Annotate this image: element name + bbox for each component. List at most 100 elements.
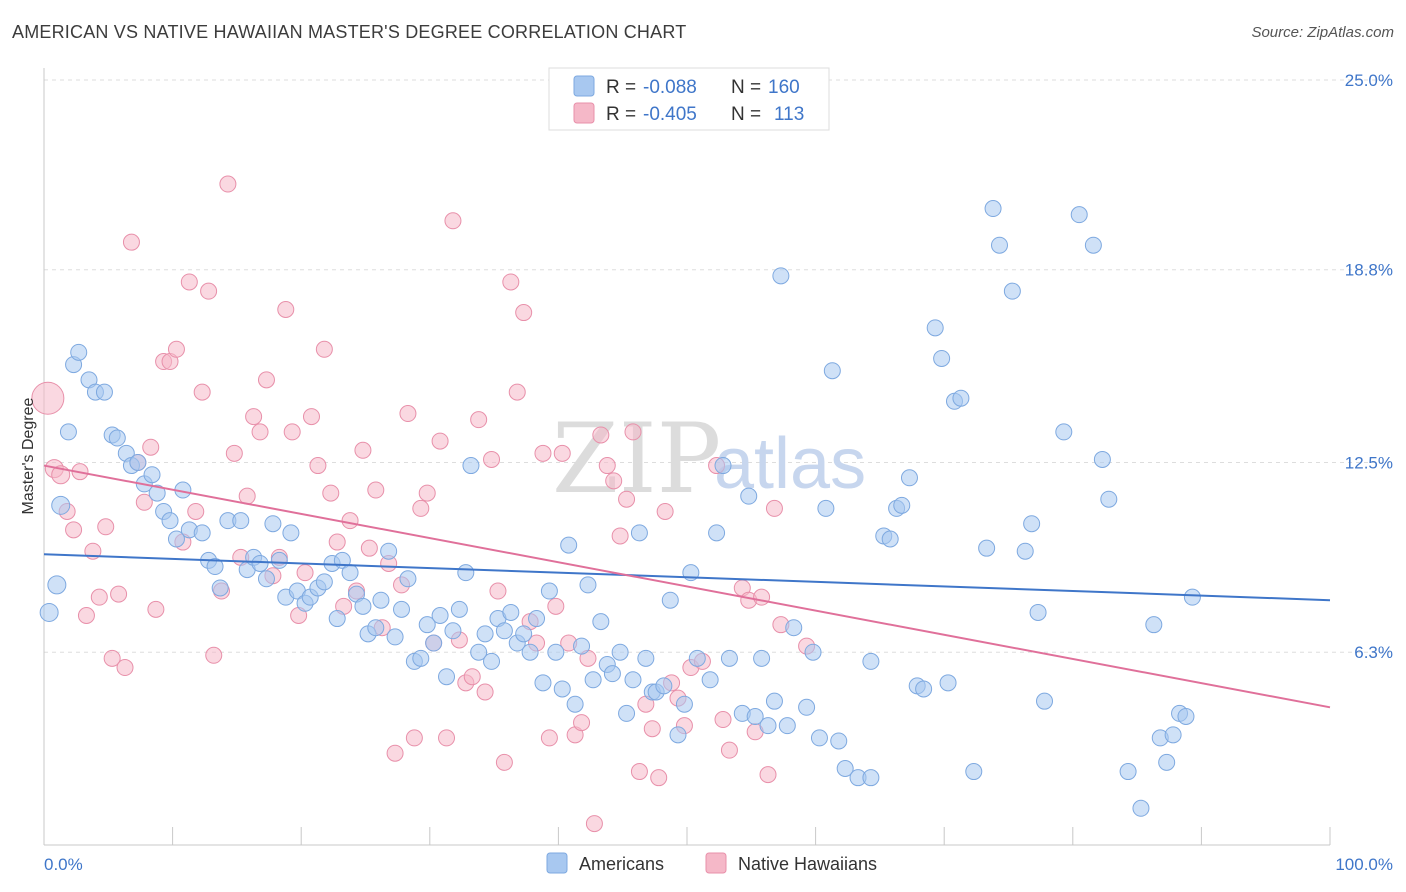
bottom-legend: Americans Native Hawaiians <box>546 852 877 874</box>
point-americans-106 <box>753 649 771 667</box>
point-hawaiians-70 <box>489 582 507 600</box>
y-tick-label-0: 6.3% <box>1354 643 1393 662</box>
axes <box>43 68 1331 846</box>
point-americans-110 <box>778 717 796 735</box>
x-tick-label-1: 100.0% <box>1335 855 1393 874</box>
bottom-legend-swatch-americans <box>546 852 568 874</box>
point-americans-57 <box>425 634 443 652</box>
point-americans-3 <box>59 423 77 441</box>
point-hawaiians-87 <box>598 457 616 475</box>
point-americans-52 <box>393 600 411 618</box>
point-hawaiians-72 <box>502 273 520 291</box>
point-hawaiians-77 <box>534 444 552 462</box>
point-hawaiians-56 <box>399 405 417 423</box>
point-americans-95 <box>669 726 687 744</box>
legend-n-value-1: 160 <box>768 77 800 98</box>
legend-r-value-1: -0.088 <box>643 77 697 98</box>
point-americans-133 <box>952 389 970 407</box>
point-hawaiians-90 <box>618 490 636 508</box>
point-americans-61 <box>450 600 468 618</box>
point-americans-83 <box>592 613 610 631</box>
point-hawaiians-68 <box>476 683 494 701</box>
point-americans-100 <box>708 524 726 542</box>
point-americans-16 <box>148 484 166 502</box>
point-americans-89 <box>630 524 648 542</box>
point-americans-72 <box>521 643 539 661</box>
point-hawaiians-29 <box>225 444 243 462</box>
point-hawaiians-51 <box>367 481 385 499</box>
point-hawaiians-104 <box>720 741 738 759</box>
point-americans-10 <box>108 429 126 447</box>
point-hawaiians-42 <box>309 457 327 475</box>
point-americans-147 <box>1100 490 1118 508</box>
point-hawaiians-23 <box>187 502 205 520</box>
watermark-atlas: atlas <box>714 424 866 504</box>
point-americans-150 <box>1145 616 1163 634</box>
point-americans-32 <box>264 515 282 533</box>
point-americans-115 <box>817 499 835 517</box>
bottom-legend-label-americans: Americans <box>579 854 664 874</box>
point-hawaiians-28 <box>219 175 237 193</box>
point-americans-129 <box>926 319 944 337</box>
point-hawaiians-13 <box>122 233 140 251</box>
point-americans-114 <box>810 729 828 747</box>
point-americans-77 <box>553 680 571 698</box>
x-tick-label-0: 0.0% <box>44 855 83 874</box>
point-americans-90 <box>637 649 655 667</box>
bottom-legend-swatch-hawaiians <box>705 852 727 874</box>
point-hawaiians-94 <box>643 720 661 738</box>
point-americans-109 <box>772 267 790 285</box>
point-hawaiians-74 <box>515 304 533 322</box>
point-americans-98 <box>688 649 706 667</box>
point-hawaiians-33 <box>251 423 269 441</box>
point-americans-13 <box>129 454 147 471</box>
point-americans-152 <box>1158 753 1176 771</box>
point-americans-2 <box>51 495 71 515</box>
point-hawaiians-59 <box>418 484 436 502</box>
point-americans-130 <box>933 349 951 367</box>
grid-lines <box>44 79 1390 653</box>
point-americans-68 <box>495 622 513 640</box>
point-hawaiians-34 <box>257 371 275 389</box>
point-americans-25 <box>211 579 229 597</box>
point-americans-0 <box>39 602 59 622</box>
point-americans-146 <box>1093 450 1111 468</box>
point-americans-56 <box>418 616 436 634</box>
point-americans-59 <box>438 668 456 686</box>
point-hawaiians-78 <box>540 729 558 747</box>
point-hawaiians-47 <box>341 512 359 530</box>
point-hawaiians-26 <box>205 646 223 664</box>
point-americans-80 <box>573 637 591 655</box>
point-hawaiians-37 <box>277 301 295 318</box>
point-americans-99 <box>701 671 719 689</box>
legend-box: R = -0.088 N = 160 R = -0.405 N = 113 <box>548 67 830 131</box>
point-americans-125 <box>893 496 911 514</box>
bottom-legend-label-hawaiians: Native Hawaiians <box>738 854 877 874</box>
point-americans-79 <box>566 695 584 713</box>
point-hawaiians-32 <box>245 408 263 426</box>
point-hawaiians-110 <box>765 499 783 517</box>
point-americans-140 <box>1023 515 1041 533</box>
point-americans-156 <box>1183 588 1201 606</box>
trend-line-hawaiians <box>43 464 1331 709</box>
point-hawaiians-80 <box>553 444 571 462</box>
point-americans-121 <box>862 769 880 787</box>
y-tick-label-1: 12.5% <box>1345 454 1393 473</box>
point-americans-64 <box>470 643 488 661</box>
point-americans-33 <box>270 551 288 569</box>
point-americans-75 <box>540 582 558 600</box>
point-americans-94 <box>661 591 679 609</box>
point-hawaiians-63 <box>444 212 462 230</box>
legend-n-label-2: N = <box>731 104 761 125</box>
point-americans-27 <box>232 512 250 530</box>
point-hawaiians-103 <box>714 711 732 729</box>
point-americans-131 <box>939 674 957 692</box>
point-americans-19 <box>167 530 185 548</box>
point-hawaiians-16 <box>142 438 160 456</box>
legend-r-label-1: R = <box>606 77 636 98</box>
watermark-zip: ZIP <box>552 403 721 515</box>
point-hawaiians-54 <box>386 744 404 762</box>
point-hawaiians-38 <box>283 423 301 441</box>
point-hawaiians-62 <box>438 729 456 747</box>
point-hawaiians-22 <box>180 273 198 291</box>
